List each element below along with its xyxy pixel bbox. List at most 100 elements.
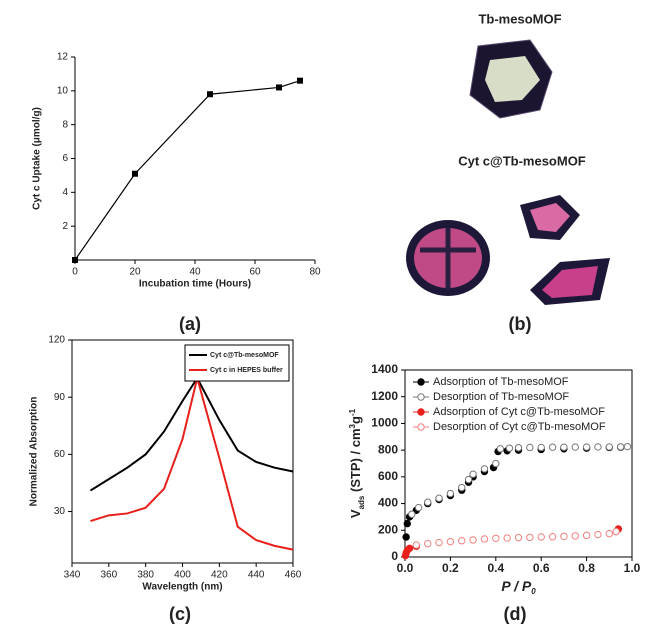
data-point (435, 538, 443, 547)
crystal (420, 228, 476, 290)
data-point (297, 77, 303, 84)
axis-label-part: 3 (348, 423, 357, 428)
legend-label: Desorption of Tb-mesoMOF (433, 391, 569, 403)
y-tick-label: 1400 (371, 362, 398, 376)
data-point (526, 533, 534, 542)
legend-box (184, 344, 290, 382)
y-axis-label: Cyt c Uptake (μmol/g) (32, 107, 43, 210)
y-tick-label: 800 (378, 442, 398, 456)
data-point (132, 170, 138, 177)
panel-label: (c) (169, 604, 191, 624)
legend-label: Adsorption of Cyt c@Tb-mesoMOF (433, 406, 605, 418)
axis-label-part: V (348, 509, 363, 518)
crystal (530, 203, 570, 232)
data-point (560, 443, 568, 451)
data-point (207, 91, 213, 98)
data-point (571, 532, 579, 540)
data-point (458, 483, 466, 492)
data-point (548, 443, 557, 451)
caption: Cyt c@Tb-mesoMOF (458, 153, 586, 168)
x-tick-label: 20 (129, 267, 141, 278)
x-tick-label: 1.0 (624, 561, 641, 575)
data-point (594, 443, 602, 451)
legend-label: Adsorption of Tb-mesoMOF (433, 376, 569, 388)
y-tick-label: 120 (48, 335, 65, 346)
y-tick-label: 90 (54, 392, 66, 403)
data-point (537, 533, 545, 541)
axis-label: P / P0 (501, 578, 536, 596)
panel-label: (b) (509, 314, 532, 334)
axis-label-part: 0 (531, 587, 536, 596)
data-point (469, 470, 477, 478)
y-tick-label: 30 (54, 506, 66, 517)
y-tick-label: 1200 (371, 389, 398, 403)
data-point (408, 510, 416, 518)
y-tick-label: 6 (62, 153, 68, 164)
data-point (503, 534, 511, 542)
panel-label: (d) (504, 604, 527, 624)
data-point (435, 494, 443, 502)
legend-label: Cyt c@Tb-mesoMOF (210, 352, 279, 359)
data-point (582, 443, 591, 451)
data-point (403, 519, 411, 528)
x-tick-label: 380 (137, 570, 154, 581)
legend-label: Desorption of Cyt c@Tb-mesoMOF (433, 421, 606, 433)
caption: Tb-mesoMOF (478, 11, 561, 26)
axis-label-part: P / P (501, 578, 531, 594)
y-tick-label: 2 (62, 221, 68, 232)
data-point (405, 544, 414, 553)
axis-label: Vads (STP) / cm3g-1 (348, 408, 366, 518)
data-point (594, 530, 602, 539)
x-tick-label: 0.6 (533, 561, 550, 575)
data-point (623, 442, 632, 451)
data-point (616, 443, 625, 451)
plot-frame (404, 369, 633, 558)
legend-marker (417, 423, 425, 431)
x-tick-label: 440 (248, 570, 265, 581)
x-tick-label: 0.8 (578, 561, 595, 575)
y-axis-label: Normalized Absorption (29, 397, 40, 507)
x-axis-label: Incubation time (Hours) (139, 279, 251, 290)
y-tick-label: 60 (54, 449, 66, 460)
data-point (514, 533, 523, 542)
data-point (505, 444, 514, 452)
x-tick-label: 0.4 (487, 561, 504, 575)
y-tick-label: 400 (378, 496, 398, 510)
y-tick-label: 12 (57, 52, 69, 63)
axis-label-part: ads (357, 495, 366, 509)
data-point (412, 541, 421, 549)
data-point (537, 443, 545, 452)
crystal (485, 56, 540, 102)
axis-label-part: g (348, 416, 363, 424)
axis-label-part: (STP) / cm (348, 428, 363, 495)
legend-marker (417, 408, 425, 416)
data-point (276, 84, 282, 91)
data-point (446, 537, 455, 546)
y-tick-label: 600 (378, 469, 398, 483)
x-tick-label: 80 (309, 267, 321, 278)
data-point (458, 537, 466, 545)
axis-label-part: -1 (348, 408, 357, 416)
x-tick-label: 400 (174, 570, 191, 581)
crystal-images (406, 39, 610, 305)
data-point (605, 529, 613, 538)
y-tick-label: 0 (391, 549, 398, 563)
data-point (480, 535, 489, 543)
x-tick-label: 60 (249, 267, 261, 278)
y-tick-label: 200 (378, 522, 398, 536)
legend-marker (417, 378, 425, 386)
y-tick-label: 8 (62, 119, 68, 130)
data-point (582, 531, 591, 540)
x-tick-label: 460 (285, 570, 302, 581)
x-tick-label: 360 (100, 570, 117, 581)
x-tick-label: 420 (211, 570, 228, 581)
x-tick-label: 0.2 (442, 561, 459, 575)
y-tick-label: 4 (62, 187, 68, 198)
data-point (514, 444, 523, 452)
data-line (74, 80, 301, 261)
data-point (424, 539, 432, 548)
legend-marker (417, 393, 425, 401)
data-point (548, 532, 557, 541)
data-point (560, 532, 568, 540)
